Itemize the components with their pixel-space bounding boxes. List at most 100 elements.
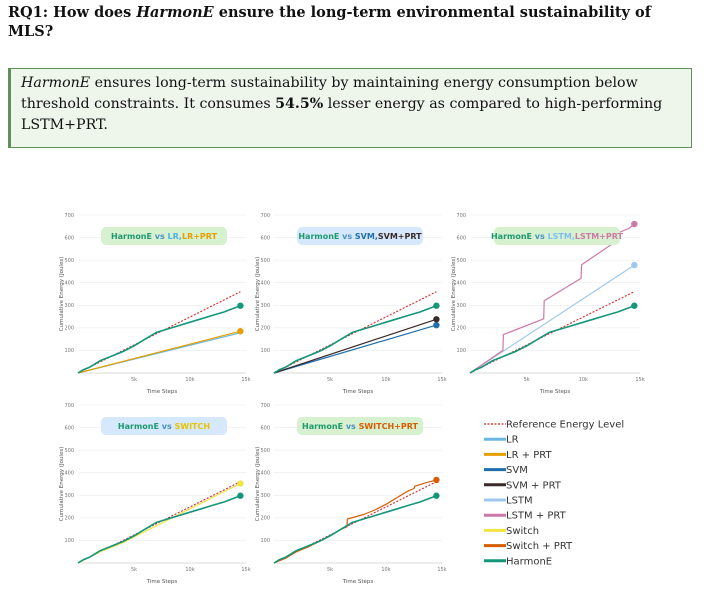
chart-panel-4: 100 200 300 400 500 600 700 5k 10k 15k Time Steps C…	[59, 403, 251, 585]
y-tick-label: 200	[260, 326, 270, 332]
y-tick-label: 300	[64, 493, 74, 499]
y-tick-label: 500	[260, 258, 270, 264]
y-tick-label: 300	[456, 303, 466, 309]
chart-title-part: ,	[179, 232, 182, 241]
chart-title: HarmonE vs SWITCH	[118, 422, 210, 431]
y-tick-label: 300	[64, 303, 74, 309]
chart-title-part: SWITCH+PRT	[359, 422, 419, 431]
y-tick-label: 700	[260, 403, 270, 409]
chart-title-part: ,	[572, 232, 575, 241]
y-tick-label: 600	[260, 425, 270, 431]
chart-panel-2: 100 200 300 400 500 600 700 5k 10k 15k Time Steps C…	[255, 213, 447, 395]
chart-title-pill	[101, 227, 227, 245]
rq-heading-suffix: ensure the long-term environmental susta…	[8, 4, 651, 40]
legend-label: LSTM	[506, 496, 533, 507]
y-tick-label: 500	[64, 448, 74, 454]
x-tick-label: 5k	[327, 567, 333, 573]
chart-title-part: vs	[339, 232, 355, 241]
series-line-switch	[77, 482, 241, 564]
y-tick-label: 200	[64, 326, 74, 332]
y-tick-label: 400	[260, 281, 270, 287]
series-line-harmone	[77, 304, 241, 374]
y-tick-label: 600	[260, 235, 270, 241]
x-axis-label: Time Steps	[342, 389, 374, 395]
y-axis-label: Cumulative Energy (Joules)	[59, 447, 65, 522]
y-tick-label: 400	[456, 281, 466, 287]
chart-title-part: LSTM	[548, 232, 572, 241]
chart-title-part: HarmonE	[118, 422, 159, 431]
legend-label: LSTM + PRT	[506, 511, 567, 522]
y-tick-label: 100	[260, 538, 270, 544]
y-tick-label: 700	[456, 213, 466, 219]
y-tick-label: 300	[260, 493, 270, 499]
series-end-marker	[237, 492, 244, 499]
rq-heading: RQ1: How does HarmonE ensure the long-te…	[8, 3, 698, 41]
series-end-marker	[433, 316, 440, 323]
answer-box: HarmonE ensures long-term sustainability…	[8, 68, 692, 148]
y-tick-label: 600	[456, 235, 466, 241]
y-tick-label: 500	[64, 258, 74, 264]
series-line-svm	[273, 324, 437, 374]
series-line-switch-prt	[273, 479, 437, 564]
x-tick-label: 10k	[185, 567, 194, 573]
x-axis-label: Time Steps	[539, 389, 571, 395]
y-tick-label: 400	[260, 471, 270, 477]
chart-title: HarmonE vs SWITCH+PRT	[302, 422, 419, 431]
x-tick-label: 10k	[381, 377, 390, 383]
chart-title-part: vs	[532, 232, 548, 241]
x-tick-label: 15k	[437, 377, 446, 383]
chart-panel-1: 100 200 300 400 500 600 700 5k 10k 15k Time Steps C…	[59, 213, 251, 395]
y-tick-label: 200	[456, 326, 466, 332]
chart-title-part: HarmonE	[298, 232, 339, 241]
chart-title-part: SWITCH	[174, 422, 210, 431]
legend-label: Switch	[506, 526, 539, 537]
x-tick-label: 5k	[524, 377, 530, 383]
y-tick-label: 100	[456, 348, 466, 354]
x-axis-label: Time Steps	[146, 579, 178, 585]
chart-title-pill	[297, 417, 423, 435]
chart-title-part: LSTM+PRT	[575, 232, 624, 241]
rq-heading-prefix: RQ1: How does	[8, 4, 137, 21]
chart-title-part: vs	[152, 232, 168, 241]
y-axis-label: Cumulative Energy (Joules)	[451, 257, 457, 332]
legend-label: LR	[506, 435, 519, 446]
y-tick-label: 400	[64, 281, 74, 287]
legend-label: SVM + PRT	[506, 480, 562, 491]
x-tick-label: 10k	[381, 567, 390, 573]
chart-title-part: vs	[343, 422, 359, 431]
y-tick-label: 700	[260, 213, 270, 219]
chart-title-part: HarmonE	[111, 232, 152, 241]
legend-label: LR + PRT	[506, 450, 553, 461]
x-tick-label: 5k	[131, 377, 137, 383]
legend-label: SVM	[506, 465, 528, 476]
y-tick-label: 700	[64, 403, 74, 409]
series-line-svm-prt	[273, 318, 437, 374]
x-tick-label: 5k	[327, 377, 333, 383]
legend-label: HarmonE	[506, 556, 552, 567]
chart-title-part: HarmonE	[491, 232, 532, 241]
answer-percent: 54.5%	[275, 96, 324, 112]
legend: Reference Energy Level LR LR + PRT SVM SVM +…	[484, 420, 624, 567]
x-axis-label: Time Steps	[146, 389, 178, 395]
y-tick-label: 200	[260, 516, 270, 522]
chart-title-part: ,	[375, 232, 378, 241]
y-axis-label: Cumulative Energy (Joules)	[255, 447, 261, 522]
series-end-marker	[631, 302, 638, 309]
series-end-marker	[237, 302, 244, 309]
series-end-marker	[631, 220, 638, 228]
y-tick-label: 500	[260, 448, 270, 454]
chart-title-pill	[101, 417, 227, 435]
series-end-marker	[433, 492, 440, 499]
x-tick-label: 15k	[635, 377, 644, 383]
answer-name: HarmonE	[21, 75, 91, 91]
legend-label: Reference Energy Level	[506, 420, 624, 431]
y-axis-label: Cumulative Energy (Joules)	[255, 257, 261, 332]
chart-title: HarmonE vs LSTM,LSTM+PRT	[491, 232, 624, 241]
series-line-lstm	[469, 264, 635, 374]
y-tick-label: 600	[64, 425, 74, 431]
y-tick-label: 700	[64, 213, 74, 219]
series-end-marker	[433, 302, 440, 309]
legend-label: Switch + PRT	[506, 541, 573, 552]
chart-title-part: HarmonE	[302, 422, 343, 431]
